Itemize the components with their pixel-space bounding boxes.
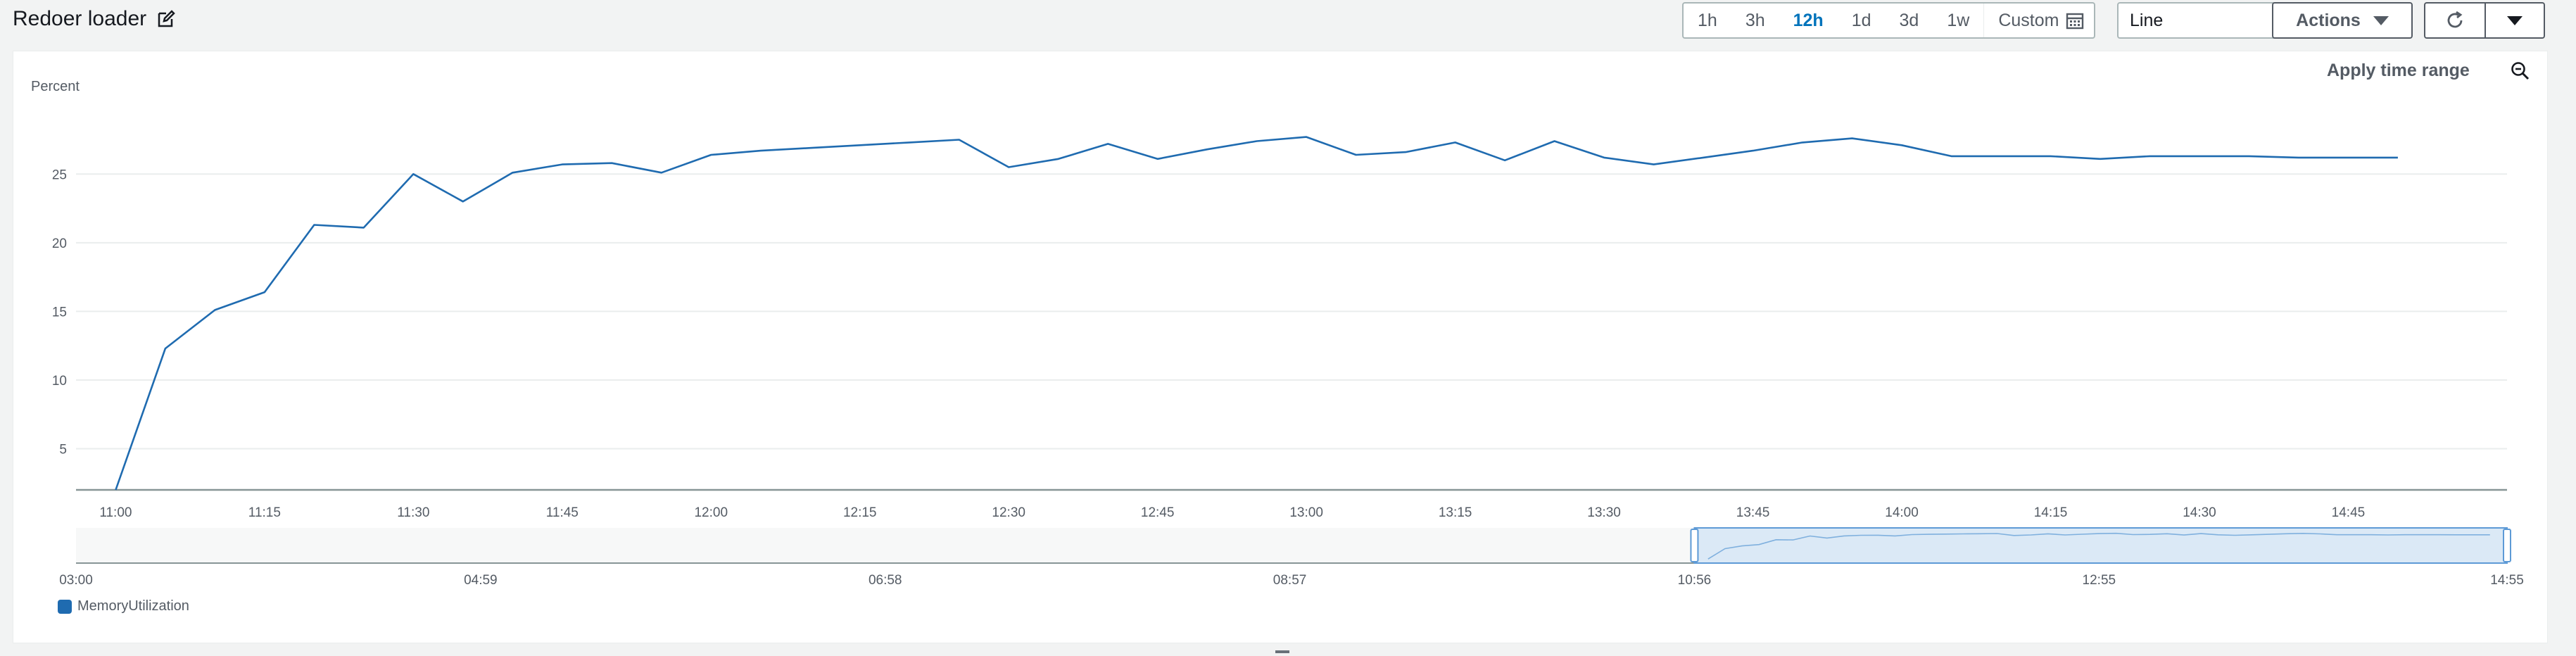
y-axis-label: Percent	[31, 79, 80, 94]
y-tick-label: 25	[52, 168, 67, 182]
x-tick-label: 13:00	[1289, 505, 1323, 520]
x-tick-label: 14:15	[2034, 505, 2068, 520]
navigator-handle-right[interactable]	[2503, 529, 2511, 562]
widget-header: Redoer loader 1h 3h 12h 1d 3d 1w Custom Line A…	[0, 0, 2576, 44]
legend-swatch[interactable]	[58, 599, 72, 614]
refresh-button[interactable]	[2425, 4, 2486, 37]
chevron-down-icon	[2506, 15, 2523, 25]
navigator-tick-label: 06:58	[869, 573, 902, 588]
x-tick-label: 11:45	[546, 505, 579, 520]
legend-label[interactable]: MemoryUtilization	[77, 598, 189, 614]
resize-handle[interactable]	[1275, 650, 1289, 653]
legend: MemoryUtilization	[58, 598, 189, 614]
actions-label: Actions	[2296, 10, 2361, 30]
refresh-group	[2424, 2, 2545, 39]
y-tick-label: 20	[52, 236, 67, 251]
navigator-tick-label: 12:55	[2083, 573, 2116, 588]
refresh-icon	[2447, 11, 2463, 28]
edit-icon[interactable]	[156, 9, 176, 29]
custom-range-button[interactable]: Custom	[1983, 4, 2094, 37]
time-range-1d[interactable]: 1d	[1851, 11, 1871, 30]
x-tick-label: 11:30	[397, 505, 429, 520]
navigator-tick-label: 08:57	[1273, 573, 1307, 588]
navigator-tick-label: 10:56	[1678, 573, 1712, 588]
navigator-series-line	[1707, 532, 2490, 560]
navigator-tick-label: 14:55	[2490, 573, 2524, 588]
x-tick-label: 13:45	[1736, 505, 1770, 520]
x-tick-label: 13:15	[1439, 505, 1472, 520]
widget-title: Redoer loader	[13, 7, 147, 30]
time-range-selector: 1h 3h 12h 1d 3d 1w Custom	[1682, 2, 2096, 39]
x-tick-label: 12:30	[992, 505, 1025, 520]
time-range-12h[interactable]: 12h	[1793, 11, 1824, 30]
x-tick-label: 14:30	[2183, 505, 2216, 520]
x-tick-label: 14:45	[2332, 505, 2366, 520]
time-range-3d[interactable]: 3d	[1899, 11, 1919, 30]
calendar-icon	[2066, 13, 2084, 30]
y-tick-label: 5	[59, 442, 67, 457]
custom-range-label: Custom	[1998, 10, 2059, 30]
navigator-tick-label: 03:00	[59, 573, 93, 588]
series-line-memory-utilization[interactable]	[115, 136, 2398, 491]
x-tick-label: 12:15	[843, 505, 877, 520]
time-range-1w[interactable]: 1w	[1947, 11, 1970, 30]
chevron-down-icon	[2373, 15, 2389, 25]
navigator-tick-label: 04:59	[464, 573, 498, 588]
x-tick-label: 11:00	[99, 505, 132, 520]
navigator-handle-left[interactable]	[1690, 529, 1699, 562]
time-range-1h[interactable]: 1h	[1698, 11, 1717, 30]
y-tick-label: 15	[52, 305, 67, 320]
x-tick-label: 11:15	[248, 505, 281, 520]
apply-time-range-button[interactable]: Apply time range	[2327, 61, 2470, 80]
zoom-out-icon[interactable]	[2510, 61, 2531, 82]
chart-type-value: Line	[2130, 10, 2164, 30]
x-tick-label: 12:45	[1141, 505, 1175, 520]
time-range-3h[interactable]: 3h	[1745, 11, 1765, 30]
x-tick-label: 13:30	[1587, 505, 1621, 520]
refresh-interval-dropdown[interactable]	[2486, 4, 2544, 37]
widget-title-group: Redoer loader	[13, 7, 176, 31]
x-tick-label: 14:00	[1885, 505, 1919, 520]
y-tick-label: 10	[52, 374, 67, 389]
actions-button[interactable]: Actions	[2272, 2, 2413, 39]
x-tick-label: 12:00	[694, 505, 728, 520]
